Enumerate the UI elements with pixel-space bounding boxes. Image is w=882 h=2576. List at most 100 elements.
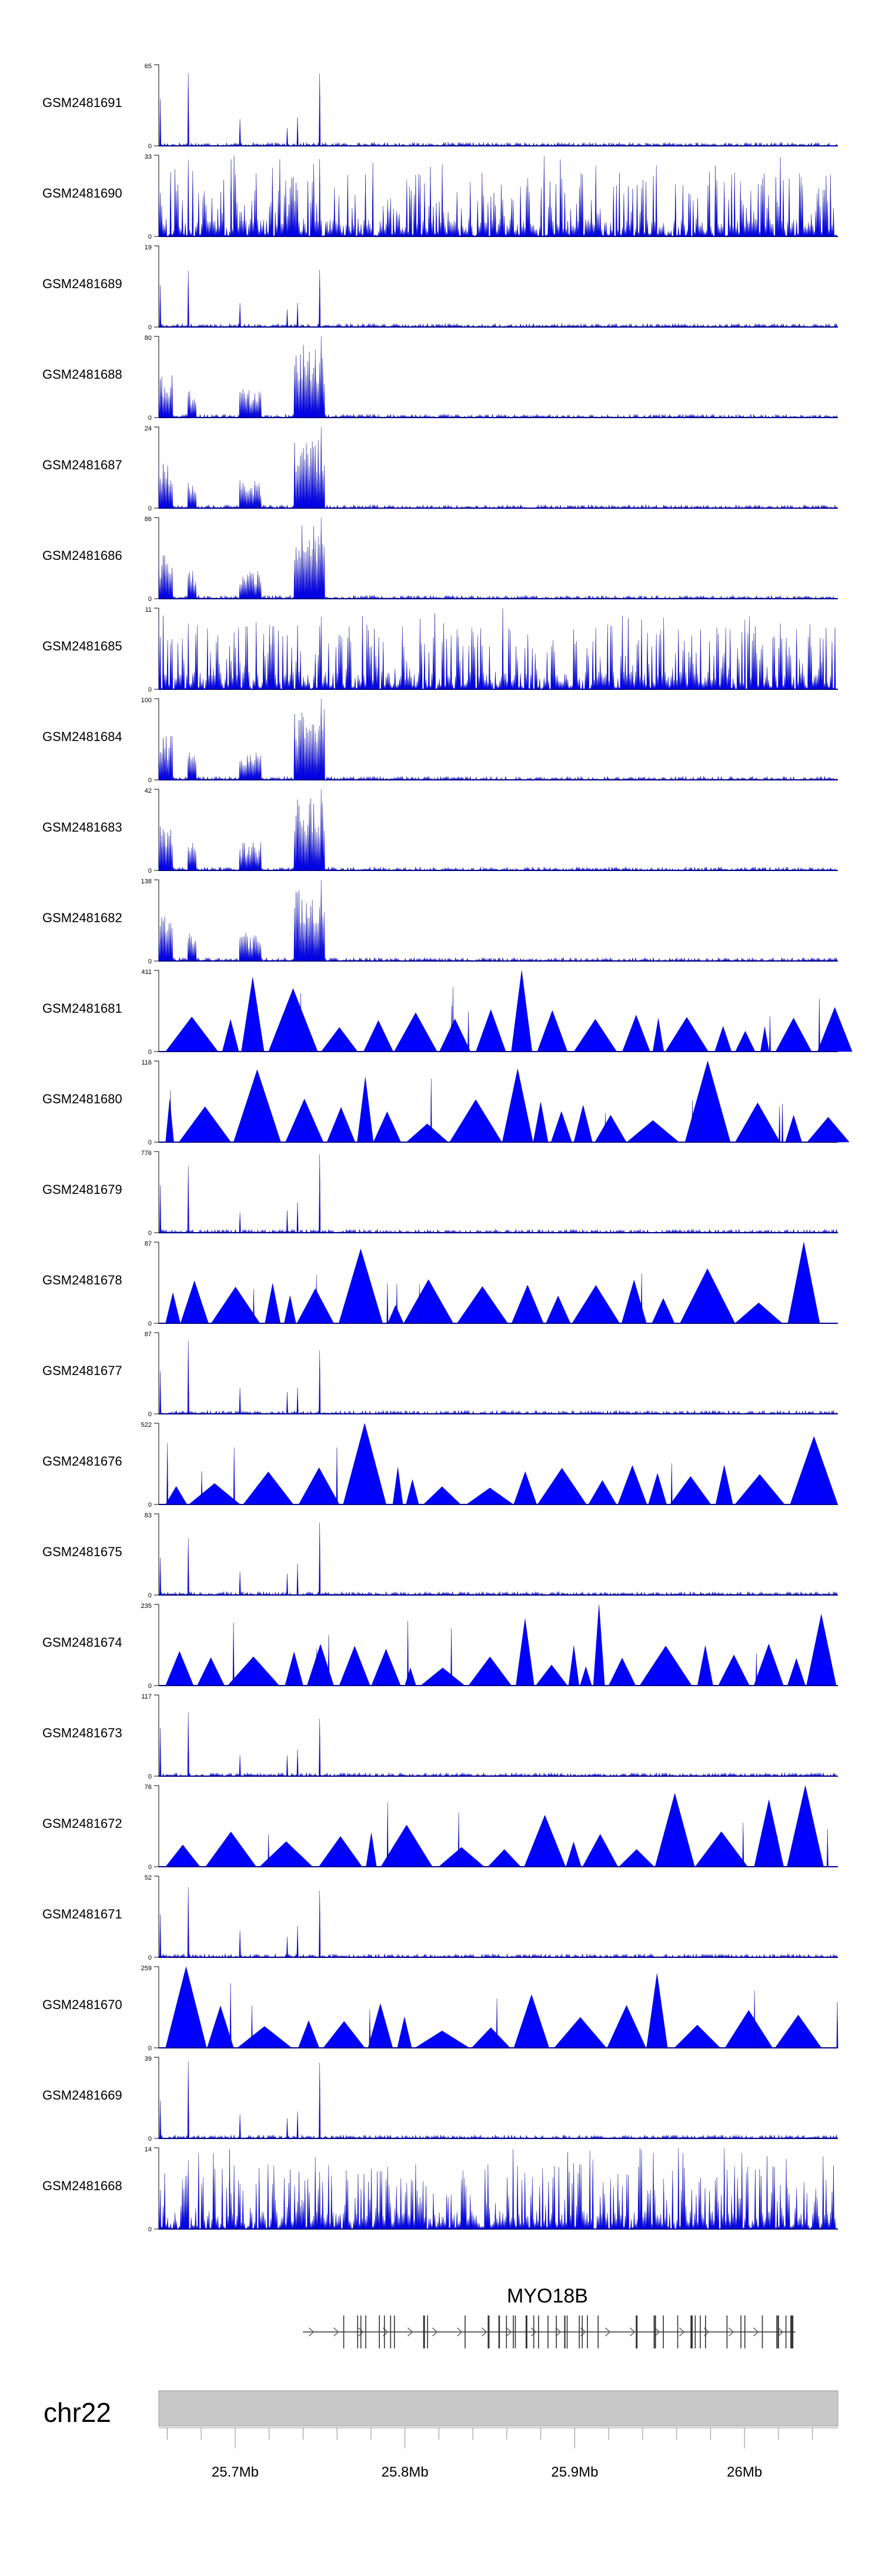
ymax-label: 117	[141, 1693, 152, 1700]
exon	[636, 2315, 638, 2348]
ymin-label: 0	[148, 415, 152, 422]
ymin-label: 0	[148, 1954, 152, 1961]
ymax-label: 24	[145, 425, 152, 432]
ymin-label: 0	[148, 1773, 152, 1780]
strand-chevron	[679, 2327, 685, 2337]
track-GSM2481683: GSM2481683 42 0	[0, 783, 882, 875]
x-tick-label: 25.9Mb	[551, 2464, 599, 2480]
track-label: GSM2481680	[42, 1092, 122, 1106]
track-GSM2481691: GSM2481691 65 0	[0, 59, 882, 150]
strand-chevron	[407, 2327, 413, 2337]
track-plot: 138 0	[141, 878, 838, 965]
track-plot: 76 0	[145, 1784, 838, 1871]
track-label: GSM2481678	[42, 1273, 122, 1287]
ymin-label: 0	[148, 777, 152, 784]
ymin-label: 0	[148, 2226, 152, 2233]
exon	[514, 2315, 516, 2348]
track-label: GSM2481668	[42, 2178, 122, 2193]
ymin-label: 0	[148, 2045, 152, 2052]
ymin-label: 0	[148, 1592, 152, 1599]
ymax-label: 522	[141, 1422, 152, 1429]
track-GSM2481672: GSM2481672 76 0	[0, 1780, 882, 1871]
ymin-label: 0	[148, 1864, 152, 1871]
track-plot: 11 0	[145, 606, 838, 693]
track-plot: 42 0	[145, 788, 838, 875]
track-GSM2481676: GSM2481676 522 0	[0, 1417, 882, 1509]
exon	[499, 2315, 500, 2348]
ymax-label: 11	[145, 606, 152, 613]
exon	[343, 2315, 345, 2348]
ymax-label: 65	[145, 63, 152, 70]
track-GSM2481687: GSM2481687 24 0	[0, 421, 882, 512]
track-label: GSM2481673	[42, 1726, 122, 1740]
ymax-label: 14	[145, 2146, 152, 2153]
track-label: GSM2481670	[42, 1997, 122, 2012]
exon	[597, 2315, 599, 2348]
exon	[776, 2315, 777, 2348]
y-axis	[154, 2147, 159, 2230]
x-tick-label: 25.7Mb	[211, 2464, 259, 2480]
ymin-label: 0	[148, 1139, 152, 1146]
y-axis	[154, 2057, 159, 2139]
coverage-area	[165, 1060, 850, 1143]
track-plot: 14 0	[145, 2146, 838, 2233]
track-label: GSM2481682	[42, 910, 122, 925]
y-axis	[154, 1423, 159, 1505]
coverage-area	[158, 73, 838, 146]
track-label: GSM2481675	[42, 1544, 122, 1559]
strand-chevron	[530, 2327, 537, 2337]
coverage-area	[165, 1604, 837, 1686]
track-plot: 87 0	[145, 1331, 838, 1418]
exon	[357, 2315, 359, 2348]
ymin-label: 0	[148, 867, 152, 875]
track-plot: 117 0	[141, 1693, 838, 1780]
exon	[513, 2315, 514, 2348]
ymax-label: 19	[145, 244, 152, 251]
exon	[691, 2315, 693, 2348]
coverage-area	[158, 2061, 838, 2139]
y-axis	[154, 1694, 159, 1777]
track-GSM2481690: GSM2481690 33 0	[0, 149, 882, 241]
exon	[778, 2315, 779, 2348]
coverage-area	[158, 1713, 838, 1777]
track-label: GSM2481683	[42, 820, 122, 835]
track-GSM2481674: GSM2481674 235 0	[0, 1599, 882, 1690]
ymax-label: 138	[141, 878, 152, 885]
ymax-label: 776	[141, 1150, 152, 1157]
y-axis	[154, 1242, 159, 1324]
strand-chevron	[555, 2327, 562, 2337]
gene-name-label: MYO18B	[507, 2285, 588, 2307]
track-label: GSM2481689	[42, 276, 122, 291]
exon	[690, 2315, 691, 2348]
track-GSM2481689: GSM2481689 19 0	[0, 240, 882, 331]
ymin-label: 0	[148, 143, 152, 150]
ymax-label: 42	[145, 788, 152, 795]
track-label: GSM2481686	[42, 548, 122, 563]
coverage-area	[165, 1785, 828, 1867]
strand-chevron	[308, 2327, 315, 2337]
y-axis	[154, 245, 159, 328]
track-label: GSM2481690	[42, 186, 122, 201]
track-GSM2481678: GSM2481678 87 0	[0, 1236, 882, 1327]
strand-chevron	[604, 2327, 611, 2337]
y-axis	[154, 789, 159, 871]
track-label: GSM2481669	[42, 2088, 122, 2103]
exon	[582, 2315, 583, 2348]
exon	[579, 2315, 580, 2348]
coverage-area	[158, 2148, 838, 2230]
exon	[556, 2315, 557, 2348]
chromosome-band	[158, 2390, 838, 2427]
exon	[785, 2315, 787, 2348]
y-axis	[154, 1332, 159, 1414]
ymax-label: 86	[145, 516, 152, 523]
exon	[700, 2315, 701, 2348]
track-plot: 776 0	[141, 1150, 838, 1237]
ymin-label: 0	[148, 2135, 152, 2143]
exon	[427, 2315, 428, 2348]
strand-chevron	[654, 2327, 660, 2337]
exon	[587, 2315, 588, 2348]
ymin-label: 0	[148, 1683, 152, 1690]
y-axis	[154, 1151, 159, 1233]
track-plot: 24 0	[145, 425, 838, 512]
